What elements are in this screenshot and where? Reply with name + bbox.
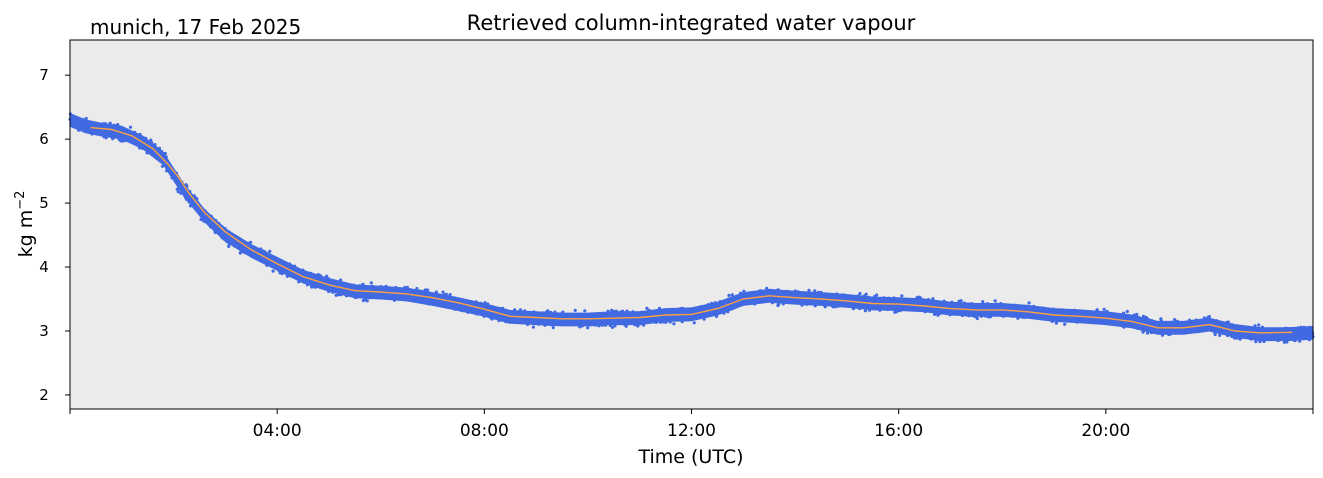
scatter-point	[727, 293, 731, 297]
scatter-point	[610, 308, 614, 312]
scatter-point	[1257, 323, 1261, 327]
scatter-point	[645, 306, 649, 310]
scatter-point	[610, 325, 615, 329]
scatter-point	[369, 281, 373, 285]
scatter-point	[959, 299, 963, 303]
scatter-point	[1141, 314, 1146, 318]
y-tick-label: 2	[39, 386, 49, 404]
scatter-point	[692, 321, 696, 325]
scatter-point	[176, 190, 180, 194]
y-axis-label-unit: kg m	[15, 210, 37, 258]
y-axis-label-exponent: −2	[13, 191, 28, 210]
y-tick-label: 4	[39, 258, 49, 276]
smoothed-line	[90, 126, 1293, 334]
scatter-point	[334, 293, 338, 297]
y-tick-label: 5	[39, 194, 49, 212]
scatter-point	[1254, 340, 1258, 344]
scatter-point	[227, 244, 231, 248]
y-tick-label: 3	[39, 322, 49, 340]
x-tick-label: 16:00	[874, 421, 923, 441]
scatter-point	[1027, 301, 1031, 305]
scatter-point	[128, 125, 133, 129]
scatter-point	[900, 294, 904, 298]
scatter-point	[981, 300, 985, 304]
scatter-point	[765, 286, 769, 290]
scatter-point	[975, 316, 979, 321]
scatter-point	[807, 288, 811, 292]
chart-title: Retrieved column-integrated water vapour	[467, 11, 916, 35]
y-tick-label: 7	[39, 66, 49, 84]
x-tick-label: 12:00	[667, 421, 716, 441]
scatter-point	[546, 309, 550, 313]
x-axis-ticks: 04:00 08:00 12:00 16:00 20:00	[69, 409, 1314, 441]
scatter-point	[730, 293, 734, 297]
scatter-point	[448, 293, 452, 297]
y-tick-label: 6	[39, 130, 49, 148]
scatter-point	[583, 309, 587, 313]
scatter-point	[1173, 318, 1177, 322]
scatter-point	[1282, 340, 1286, 344]
scatter-point	[1207, 315, 1211, 319]
scatter-point	[160, 164, 164, 168]
scatter-point	[249, 240, 253, 244]
scatter-point	[1135, 312, 1139, 317]
scatter-point	[175, 187, 179, 191]
scatter-point	[1125, 309, 1129, 314]
scatter-point	[573, 308, 577, 312]
scatter-point	[1285, 340, 1289, 344]
scatter-point	[551, 326, 555, 330]
scatter-point	[864, 292, 868, 296]
scatter-point	[672, 322, 676, 326]
scatter-point	[1213, 332, 1217, 337]
scatter-point	[268, 249, 272, 253]
scatter-point	[858, 291, 862, 296]
scatter-point	[1218, 333, 1222, 337]
scatter-point	[875, 293, 879, 297]
scatter-point	[149, 138, 153, 142]
chart-subtitle: munich, 17 Feb 2025	[90, 15, 301, 39]
x-tick-label: 20:00	[1081, 421, 1130, 441]
scatter-point	[531, 325, 536, 329]
scatter-point	[426, 288, 430, 292]
x-tick-label: 04:00	[253, 421, 302, 441]
scatter-point	[271, 269, 275, 273]
scatter-point	[993, 299, 997, 303]
scatter-point	[365, 299, 369, 303]
scatter-point	[813, 289, 817, 293]
scatter-point	[1063, 322, 1067, 326]
scatter-point	[1102, 307, 1106, 311]
scatter-point	[586, 326, 590, 330]
scatter-point	[84, 116, 88, 121]
smoothed-line-series	[90, 126, 1293, 334]
scatter-point	[636, 324, 640, 328]
y-axis-ticks: 2 3 4 5 6 7	[39, 66, 70, 404]
scatter-point	[777, 302, 781, 306]
x-tick-label: 08:00	[460, 421, 509, 441]
scatter-point	[441, 290, 445, 294]
scatter-point	[1054, 321, 1058, 325]
y-axis-label: kg m−2	[13, 191, 37, 258]
scatter-point	[238, 251, 242, 255]
plot-background	[70, 40, 1313, 409]
scatter-point	[624, 324, 628, 328]
scatter-point	[863, 309, 868, 313]
x-axis-label: Time (UTC)	[637, 446, 743, 468]
